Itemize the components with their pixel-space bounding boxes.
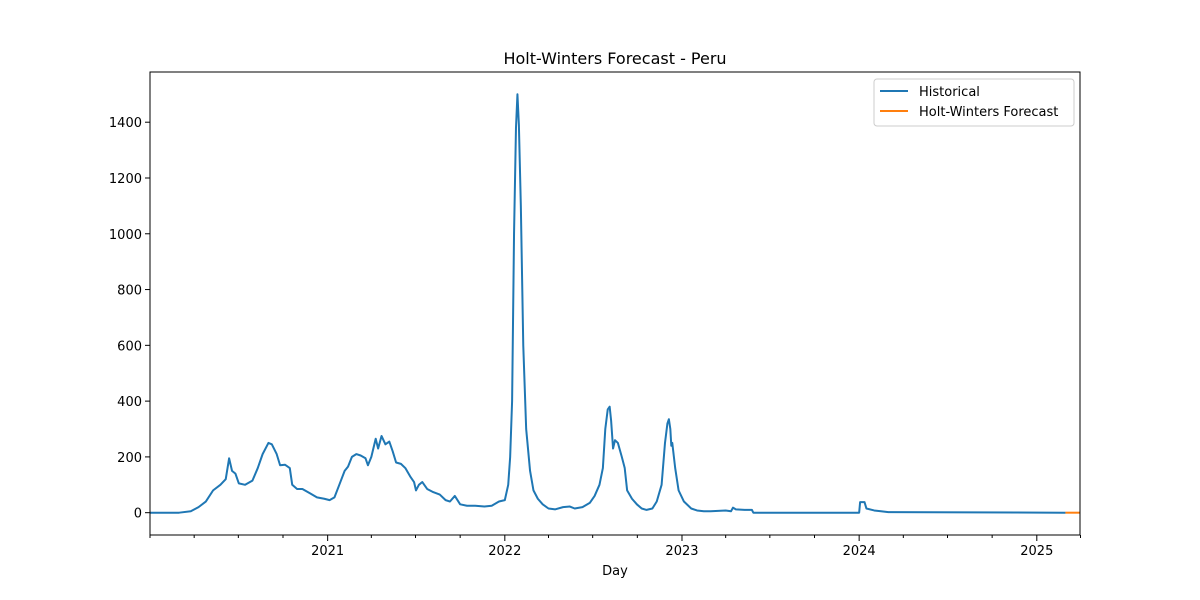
x-tick-label-2022: 2022	[488, 544, 521, 559]
y-tick-label-1400: 1400	[109, 116, 142, 131]
legend-box	[873, 78, 1075, 127]
x-tick-label-2025: 2025	[1020, 544, 1053, 559]
plot-frame	[149, 71, 1081, 536]
legend-label-historical: Historical	[919, 85, 980, 100]
legend: Historical Holt-Winters Forecast	[873, 78, 1075, 127]
y-tick-label-1000: 1000	[109, 228, 142, 243]
y-tick-label-800: 800	[117, 284, 142, 299]
y-tick-label-0: 0	[134, 507, 142, 522]
chart-title: Holt-Winters Forecast - Peru	[503, 49, 726, 68]
x-tick-label-2023: 2023	[665, 544, 698, 559]
y-tick-label-600: 600	[117, 339, 142, 354]
y-axis: 0 200 400 600 800 1000 1200 1400	[109, 116, 150, 522]
y-tick-label-400: 400	[117, 395, 142, 410]
series-line-historical	[150, 93, 1066, 514]
x-axis: 2021 2022 2023 2024 2025	[149, 535, 1081, 559]
legend-label-forecast: Holt-Winters Forecast	[919, 105, 1058, 120]
y-tick-label-200: 200	[117, 451, 142, 466]
x-axis-label: Day	[602, 564, 628, 579]
y-tick-label-1200: 1200	[109, 172, 142, 187]
x-tick-label-2024: 2024	[843, 544, 876, 559]
series-layer	[150, 93, 1080, 514]
x-tick-label-2021: 2021	[311, 544, 344, 559]
